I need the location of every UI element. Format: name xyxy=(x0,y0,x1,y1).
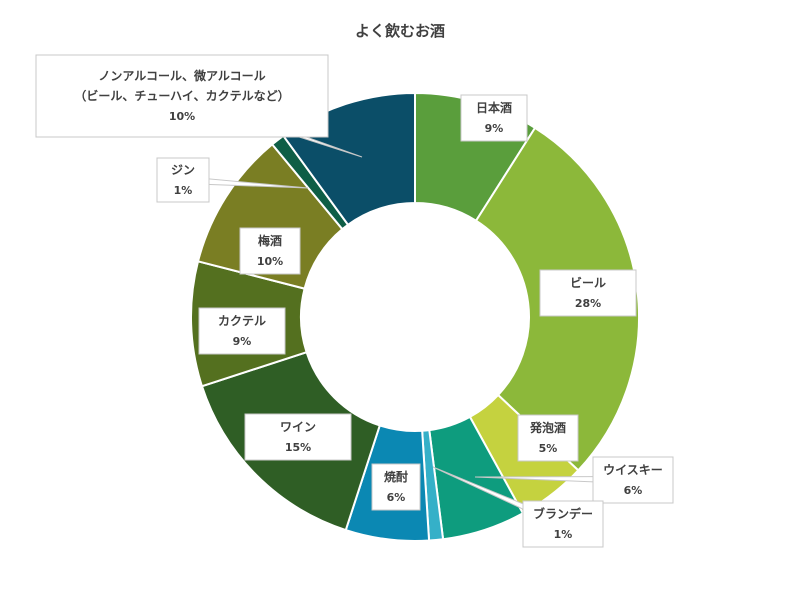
slice-label-value: 9% xyxy=(485,122,504,135)
slice-label-value: 9% xyxy=(233,335,252,348)
slice-label-name: ビール xyxy=(570,275,606,290)
label-box xyxy=(198,307,286,355)
slice-labels: 日本酒 9% ビール 28% 発泡酒 5% ウイスキー 6% ブランデー 1% 焼酎 6% ワイン 15%… xyxy=(35,54,674,548)
slice-label-5: 焼酎 6% xyxy=(371,463,421,511)
slice-label-name: カクテル xyxy=(218,314,266,328)
slice-label-3: ウイスキー 6% xyxy=(474,456,674,504)
slice-label-1: ビール 28% xyxy=(539,269,637,317)
slice-label-value: 1% xyxy=(554,528,573,541)
slice-label-value: 6% xyxy=(387,491,406,504)
label-box-border xyxy=(156,157,210,203)
label-box-border xyxy=(35,54,329,138)
slice-label-value: 10% xyxy=(169,110,195,123)
label-box-border xyxy=(592,456,674,504)
slice-label-10: ノンアルコール、微アルコール （ビール、チューハイ、カクテルなど） 10% xyxy=(35,54,363,158)
slice-label-value: 15% xyxy=(285,441,311,454)
slice-label-6: ワイン 15% xyxy=(244,413,352,461)
slice-label-value: 28% xyxy=(575,297,601,310)
slice-label-9: ジン 1% xyxy=(156,157,309,203)
slice-label-name: 梅酒 xyxy=(258,233,282,248)
slice-label-name: 発泡酒 xyxy=(529,420,566,435)
slice-label-name: ジン xyxy=(171,163,195,177)
label-box xyxy=(371,463,421,511)
label-box xyxy=(539,269,637,317)
slice-label-name: （ビール、チューハイ、カクテルなど） xyxy=(74,88,289,103)
label-box xyxy=(239,227,301,275)
slice-label-4: ブランデー 1% xyxy=(432,466,604,548)
slice-label-value: 5% xyxy=(539,442,558,455)
label-box xyxy=(517,414,579,462)
slice-label-value: 1% xyxy=(174,184,193,197)
slice-label-name: 焼酎 xyxy=(384,469,408,484)
slice-label-7: カクテル 9% xyxy=(198,307,286,355)
label-box xyxy=(244,413,352,461)
slice-label-0: 日本酒 9% xyxy=(460,94,528,142)
slice-label-name: ノンアルコール、微アルコール xyxy=(98,68,265,83)
label-box xyxy=(460,94,528,142)
slice-label-8: 梅酒 10% xyxy=(239,227,301,275)
slice-label-name: ウイスキー xyxy=(603,463,663,477)
slice-label-name: ワイン xyxy=(280,420,316,434)
chart-title: よく飲むお酒 xyxy=(355,22,445,40)
slice-label-name: ブランデー xyxy=(533,506,593,521)
slice-label-value: 6% xyxy=(624,484,643,497)
slice-label-2: 発泡酒 5% xyxy=(517,414,579,462)
slice-label-name: 日本酒 xyxy=(476,100,512,115)
label-box-border xyxy=(522,500,604,548)
slice-label-value: 10% xyxy=(257,255,283,268)
